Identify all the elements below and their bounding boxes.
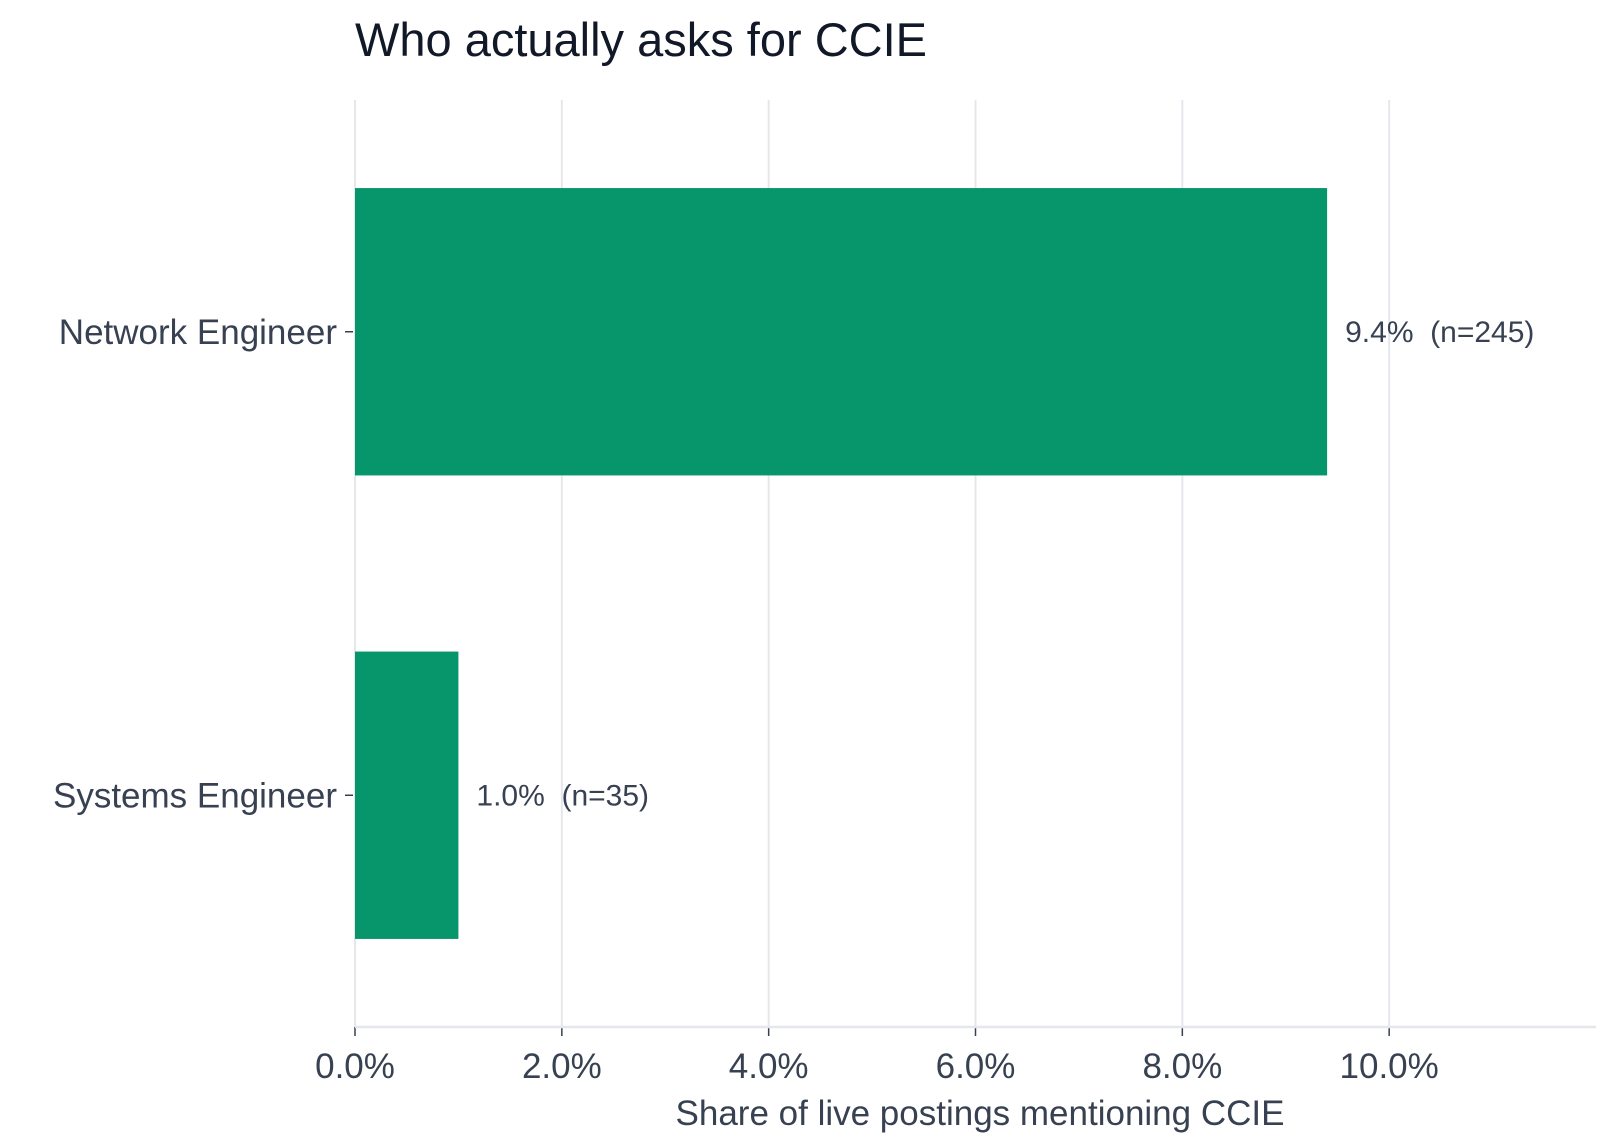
label-layer: 9.4% (n=245) 1.0% (n=35) (476, 316, 1534, 813)
data-label: 1.0% (n=35) (476, 779, 649, 812)
category-label: Systems Engineer (53, 776, 337, 815)
bar (355, 188, 1328, 476)
category-label: Network Engineer (59, 313, 338, 352)
x-axis: 0.0% 2.0% 4.0% 6.0% 8.0% 10.0% (315, 1025, 1596, 1086)
x-tick-label: 4.0% (729, 1047, 809, 1086)
x-tick-label: 6.0% (936, 1047, 1016, 1086)
x-tick-label: 2.0% (522, 1047, 602, 1086)
data-label: 9.4% (n=245) (1345, 316, 1534, 349)
bar (355, 651, 459, 939)
y-axis: Network Engineer Systems Engineer (53, 313, 353, 815)
x-tick-label: 0.0% (315, 1047, 395, 1086)
x-tick-label: 10.0% (1340, 1047, 1439, 1086)
x-tick-label: 8.0% (1142, 1047, 1222, 1086)
chart-title: Who actually asks for CCIE (355, 13, 927, 66)
x-axis-label: Share of live postings mentioning CCIE (676, 1094, 1285, 1133)
bar-layer (355, 188, 1328, 939)
